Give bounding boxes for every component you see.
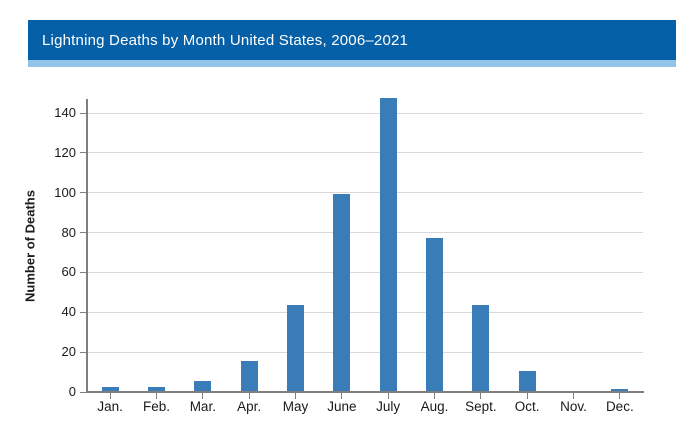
- y-tick-label-0: 0: [68, 384, 76, 399]
- bar-oct: [518, 371, 536, 391]
- gridline-100: [87, 192, 643, 194]
- bar-aug: [426, 238, 443, 391]
- x-tick-label-oct: Oct.: [514, 399, 540, 414]
- x-tick-dec: [619, 393, 621, 399]
- bar-jan: [101, 387, 119, 391]
- y-tick-label-140: 140: [54, 105, 76, 120]
- x-tick-label-jan: Jan.: [97, 399, 123, 414]
- y-tick-80: [80, 232, 87, 234]
- y-tick-0: [80, 391, 87, 393]
- gridline-80: [87, 232, 643, 234]
- x-tick-label-july: July: [376, 399, 401, 414]
- x-tick-label-may: May: [282, 399, 309, 414]
- x-tick-label-feb: Feb.: [142, 399, 170, 414]
- y-tick-label-100: 100: [54, 184, 76, 200]
- y-tick-40: [80, 311, 87, 313]
- y-tick-label-20: 20: [61, 344, 76, 360]
- y-tick-label-80: 80: [61, 224, 76, 240]
- chart-title: Lightning Deaths by Month United States,…: [42, 31, 409, 49]
- x-axis-line: [86, 391, 644, 393]
- x-tick-aug: [434, 393, 435, 399]
- bar-feb: [148, 387, 165, 391]
- y-tick-120: [80, 152, 87, 154]
- x-tick-label-dec: Dec.: [605, 399, 634, 414]
- y-tick-140: [80, 112, 87, 114]
- x-tick-nov: [573, 393, 574, 399]
- gridline-20: [87, 351, 643, 353]
- bar-mar: [194, 381, 212, 391]
- y-tick-label-120: 120: [54, 144, 76, 160]
- x-tick-label-june: June: [327, 399, 357, 414]
- gridline-40: [87, 311, 643, 313]
- gridline-140: [87, 112, 643, 114]
- gridline-60: [87, 271, 643, 273]
- x-tick-label-apr: Apr.: [237, 399, 262, 414]
- x-tick-label-sept: Sept.: [465, 399, 497, 414]
- chart-title-bar: Lightning Deaths by Month United States,…: [28, 20, 676, 60]
- y-axis-title: Number of Deaths: [22, 189, 38, 302]
- y-tick-label-60: 60: [61, 264, 76, 280]
- y-tick-label-40: 40: [61, 304, 76, 320]
- x-tick-label-nov: Nov.: [560, 399, 587, 414]
- x-tick-jan: [109, 393, 111, 399]
- y-tick-20: [80, 351, 87, 353]
- bar-sept: [472, 305, 490, 391]
- x-tick-label-mar: Mar.: [189, 399, 216, 414]
- y-tick-60: [80, 271, 87, 273]
- x-tick-sept: [480, 393, 482, 399]
- x-tick-mar: [202, 393, 204, 399]
- bar-dec: [611, 389, 629, 391]
- x-tick-july: [387, 393, 389, 399]
- gridline-120: [87, 152, 643, 154]
- x-tick-june: [341, 393, 343, 399]
- y-axis-line: [86, 99, 88, 393]
- bar-may: [287, 305, 304, 391]
- x-tick-apr: [248, 393, 250, 399]
- title-bar-stripe: [28, 60, 676, 67]
- x-tick-feb: [156, 393, 157, 399]
- x-tick-oct: [526, 393, 528, 399]
- x-tick-label-aug: Aug.: [420, 399, 449, 414]
- x-tick-may: [295, 393, 296, 399]
- bar-june: [333, 194, 351, 391]
- bar-july: [379, 98, 397, 391]
- bar-apr: [240, 361, 258, 391]
- y-tick-100: [80, 192, 87, 194]
